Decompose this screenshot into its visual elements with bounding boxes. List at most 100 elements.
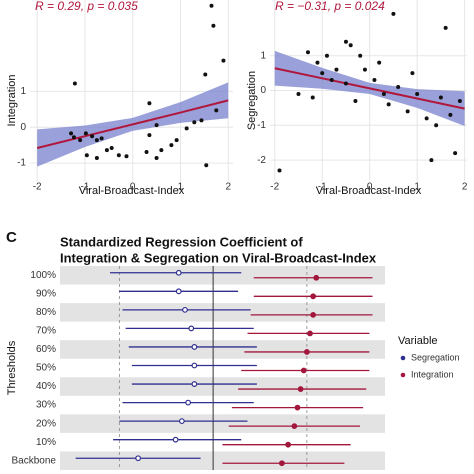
point [71,135,76,140]
point [72,81,77,86]
point [362,67,367,72]
y-tick-label: 30% [36,400,56,411]
legend-key [400,372,406,378]
point [315,60,320,65]
point [424,116,429,121]
point [348,43,353,48]
estimate [175,288,182,295]
y-tick-label: 0 [260,85,266,96]
y-tick-label: 60% [36,344,56,355]
y-axis-label: Thresholds [6,340,18,395]
point [144,149,149,154]
row-stripe [60,451,385,470]
estimate [172,436,179,443]
point [343,39,348,44]
annotation: R = 0.29, p = 0.035 [35,0,138,13]
x-tick-label: -2 [33,182,42,193]
point [305,50,310,55]
point [377,60,382,65]
y-tick-label: 1 [260,50,266,61]
y-tick-label: -1 [257,120,266,131]
point [69,131,74,136]
point [358,53,363,58]
y-tick-label: 0 [20,122,26,133]
y-tick-label: 20% [36,418,56,429]
point [159,148,164,153]
y-tick-label: 80% [36,307,56,318]
point [334,67,339,72]
row-stripe [60,340,385,359]
estimate [185,399,192,406]
point [94,138,99,143]
chart-title: Standardized Regression Coefficient of [60,234,303,249]
point [211,23,216,28]
point [310,95,315,100]
y-tick-label: 70% [36,326,56,337]
point [147,101,152,106]
x-tick-label: 1 [414,182,420,193]
estimate [307,330,313,337]
point [324,53,329,58]
point [221,58,226,63]
point [429,158,434,163]
row-stripe [60,414,385,433]
x-axis-label: Viral-Broadcast-Index [316,185,422,197]
point [203,72,208,77]
estimate [178,418,185,425]
y-axis-label: Integration [6,75,18,127]
point [184,126,189,131]
x-tick-label: -1 [318,182,327,193]
y-tick-label: -2 [257,155,266,166]
estimate [188,325,195,332]
y-tick-label: Backbone [12,455,57,466]
row-stripe [60,303,385,322]
point [434,123,439,128]
point [78,138,83,143]
estimate [191,381,198,387]
point [83,131,88,136]
estimate [191,362,198,369]
point [443,25,448,30]
point [209,3,214,8]
estimate [135,455,142,462]
estimate [191,344,198,350]
x-tick-label: 0 [367,182,373,193]
point [296,91,301,96]
estimate [285,441,292,448]
point [448,112,453,117]
estimate [310,293,317,300]
point [124,154,129,159]
point [386,102,391,107]
point [174,138,179,143]
point [104,148,109,153]
point [381,91,386,96]
point [353,98,358,103]
y-axis-label: Segregation [246,71,258,130]
point [169,143,174,148]
x-axis-label: Viral-Broadcast-Index [79,185,185,197]
x-tick-label: 1 [178,182,184,193]
row-stripe [60,266,385,285]
point [453,151,458,156]
point [199,118,204,123]
point [94,156,99,161]
chart-title: Integration & Segregation on Viral-Broad… [60,250,377,265]
point [84,153,89,158]
y-tick-label: -1 [17,158,26,169]
y-tick-label: 1 [20,86,26,97]
point [415,91,420,96]
estimate [310,311,317,318]
point [329,78,334,83]
y-tick-label: 10% [36,437,56,448]
legend-label: Integration [411,369,454,379]
point [320,71,325,76]
estimate [297,386,304,392]
estimate [303,349,310,355]
x-tick-label: 2 [225,182,231,193]
point [109,146,114,151]
point [154,123,159,128]
y-tick-label: 40% [36,381,56,392]
legend-label: Segregation [411,352,460,362]
point [396,85,401,90]
